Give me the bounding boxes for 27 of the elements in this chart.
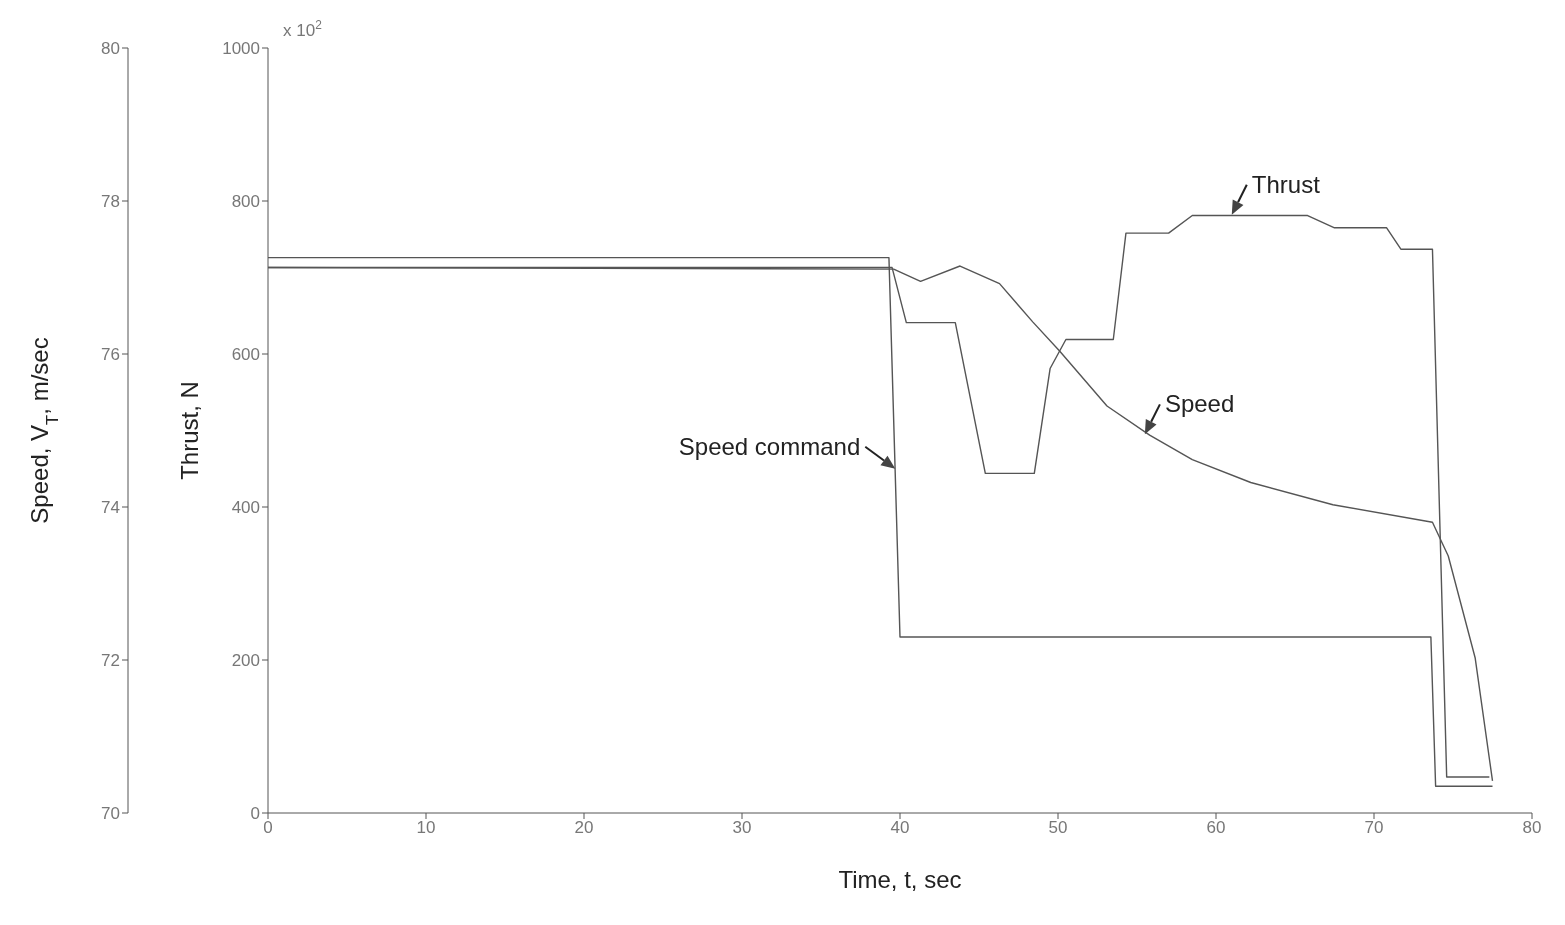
x-axis-title: Time, t, sec: [838, 866, 962, 893]
y-axis-title: Thrust, N: [176, 381, 203, 480]
x-tick-label: 70: [1364, 818, 1384, 838]
x-tick-label: 30: [732, 818, 752, 838]
x-tick-label: 50: [1048, 818, 1068, 838]
x-tick-label: 60: [1206, 818, 1226, 838]
y-tick-label: 0: [250, 804, 260, 824]
y2-tick-label: 70: [101, 804, 120, 824]
text: x 10$^{2}$: [283, 18, 323, 40]
y2-tick-label: 80: [101, 39, 120, 59]
y2-tick-label: 78: [101, 192, 120, 212]
annotation: Thrust: [1251, 170, 1321, 198]
y2-tick-label: 74: [101, 498, 120, 518]
y-tick-label: 1000: [222, 39, 260, 59]
x-tick-label: 20: [574, 818, 594, 838]
y2-tick-label: 76: [101, 345, 120, 365]
x-tick-label: 0: [263, 818, 273, 838]
y-tick-label: 800: [231, 192, 260, 212]
y2-tick-label: 72: [101, 651, 120, 671]
x-tick-label: 40: [890, 818, 910, 838]
x-tick-label: 10: [416, 818, 436, 838]
x-tick-label: 80: [1522, 818, 1542, 838]
y-tick-label: 600: [231, 345, 260, 365]
y-tick-label: 400: [231, 498, 260, 518]
y-tick-label: 200: [231, 651, 260, 671]
annotation: Speed: [1164, 390, 1235, 418]
annotation: Speed command: [678, 432, 861, 460]
